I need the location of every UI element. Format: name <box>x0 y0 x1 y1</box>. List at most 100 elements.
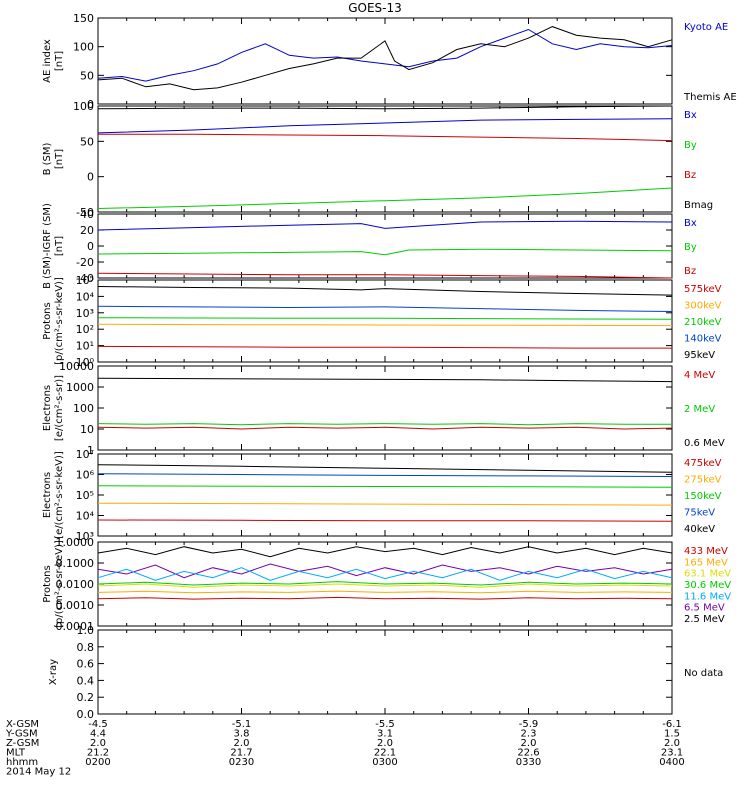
y-axis-unit: [e/(cm²-s-sr)] <box>54 375 65 441</box>
x-axis-value: -4.5 <box>88 719 108 730</box>
x-axis-value: 4.4 <box>90 729 106 740</box>
legend-entry: 475keV <box>684 458 722 469</box>
legend-entry: 2.5 MeV <box>684 614 725 625</box>
y-tick-label: 50 <box>80 135 94 148</box>
x-axis-row-label: MLT <box>6 748 26 759</box>
series-line <box>97 286 673 296</box>
series-line <box>97 317 673 320</box>
y-tick-label: 10 <box>80 423 94 436</box>
y-tick-label: 20 <box>80 224 94 237</box>
y-tick-label: 50 <box>80 69 94 82</box>
y-tick-label: 10³ <box>76 530 94 543</box>
y-tick-label: 10⁴ <box>76 290 95 303</box>
legend-entry: 433 MeV <box>684 546 728 557</box>
y-tick-label: 1 <box>87 444 94 457</box>
y-tick-label: 1.0000 <box>56 536 95 549</box>
legend-entry: 11.6 MeV <box>684 591 731 602</box>
x-axis-value: 0300 <box>372 757 397 768</box>
y-tick-label: 1.0 <box>77 624 95 637</box>
legend-entry: 275keV <box>684 475 722 486</box>
panel-3: -40 -20 0 20 40 B (SM)-IGRF (SM) [nT] Bx By Bz <box>42 203 697 289</box>
y-tick-label: 100 <box>73 41 94 54</box>
legend-entry: 6.5 MeV <box>684 603 725 614</box>
y-axis-unit: [nT] <box>54 51 65 71</box>
y-tick-label: 10⁷ <box>76 448 94 461</box>
series-line <box>97 583 673 588</box>
x-axis-value: 2.0 <box>664 738 680 749</box>
series-line <box>97 105 673 110</box>
x-axis-value: 0330 <box>516 757 541 768</box>
x-axis-value: -5.9 <box>519 719 539 730</box>
panel-frame <box>97 279 673 363</box>
series-line <box>97 323 673 327</box>
x-axis-row-label: Y-GSM <box>5 729 38 740</box>
legend-entry: Bmag <box>684 200 713 211</box>
y-tick-label: 40 <box>80 208 94 221</box>
x-axis-row-label: hhmm <box>6 757 38 768</box>
y-axis-unit: [p/(cm²-s-sr-keV)] <box>54 277 65 365</box>
x-axis-value: 23.1 <box>661 748 683 759</box>
x-axis-value: 22.6 <box>517 748 539 759</box>
legend-entry: By <box>684 242 697 253</box>
series-line <box>97 248 673 256</box>
legend-entry: 95keV <box>684 350 715 361</box>
y-axis-label: B (SM) <box>42 142 53 175</box>
x-axis-value: 2.0 <box>234 738 250 749</box>
y-tick-label: 10⁶ <box>76 469 95 482</box>
y-tick-label: 10⁰ <box>76 356 95 369</box>
y-tick-label: 0.0 <box>77 708 95 721</box>
chart-title: GOES-13 <box>348 1 402 15</box>
legend-entry: Bz <box>684 170 696 181</box>
legend-entry: Bx <box>684 110 697 121</box>
series-line <box>97 423 672 426</box>
y-tick-label: 10¹ <box>76 340 94 353</box>
legend-entry: 575keV <box>684 284 722 295</box>
series-line <box>97 345 672 349</box>
y-axis-unit: [p/(cm²-s-sr-keV)] <box>54 540 65 628</box>
x-axis-value: 3.1 <box>377 729 393 740</box>
series-line <box>97 26 673 91</box>
legend-entry: 300keV <box>684 301 722 312</box>
legend-entry: By <box>684 140 697 151</box>
y-axis-label: Protons <box>42 302 53 339</box>
panel-frame <box>97 453 673 537</box>
panel-frame <box>97 17 673 105</box>
y-tick-label: 0.8 <box>77 641 95 654</box>
x-axis-value: 0400 <box>659 757 684 768</box>
x-axis-value: 0200 <box>85 757 110 768</box>
panel-5: 1 10 100 1000 10000 Electrons [e/(cm²-s-sr)] 4 … <box>42 360 725 457</box>
series-line <box>97 464 673 473</box>
legend-entry: Themis AE <box>683 92 737 103</box>
series-line <box>97 473 673 477</box>
x-axis-value: 22.1 <box>374 748 396 759</box>
series-line <box>97 377 673 383</box>
legend-entry: 75keV <box>684 508 715 519</box>
y-axis-unit: [e/(cm²-s-sr-keV)] <box>54 451 65 539</box>
x-axis-value: 1.5 <box>664 729 680 740</box>
x-axis-value: -5.1 <box>232 719 252 730</box>
x-axis-value: -6.1 <box>662 719 682 730</box>
y-tick-label: 0.6 <box>77 658 95 671</box>
series-line <box>97 28 673 82</box>
y-tick-label: 0 <box>87 171 94 184</box>
x-axis-value: 2.0 <box>377 738 393 749</box>
y-tick-label: 0 <box>87 240 94 253</box>
x-axis-row-label: Z-GSM <box>6 738 39 749</box>
y-tick-label: 10⁴ <box>76 510 95 523</box>
y-tick-label: 10000 <box>59 360 94 373</box>
y-tick-label: 150 <box>73 12 94 25</box>
legend-entry: Bz <box>684 266 696 277</box>
y-axis-label: Protons <box>42 565 53 602</box>
legend-entry: 165 MeV <box>684 557 728 568</box>
x-axis-value: 21.7 <box>230 748 252 759</box>
legend-entry: 4 MeV <box>684 370 715 381</box>
legend-entry: Bx <box>684 218 697 229</box>
x-axis-value: 0230 <box>229 757 254 768</box>
series-line <box>97 187 673 209</box>
legend-entry: 150keV <box>684 491 722 502</box>
panel-1: 0 50 100 150 AE index [nT] Kyoto AE Themis AE <box>42 12 737 111</box>
legend-entry: 63.1 MeV <box>684 569 731 580</box>
y-axis-unit: [nT] <box>54 149 65 169</box>
y-tick-label: 1000 <box>66 381 94 394</box>
